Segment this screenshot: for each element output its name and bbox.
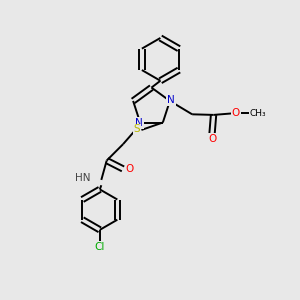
Text: S: S [134, 124, 140, 134]
Text: Cl: Cl [94, 242, 105, 252]
Text: O: O [125, 164, 134, 175]
Text: HN: HN [75, 172, 91, 182]
Text: CH₃: CH₃ [249, 109, 266, 118]
Text: O: O [232, 108, 240, 118]
Text: N: N [135, 118, 143, 128]
Text: O: O [208, 134, 216, 144]
Text: N: N [167, 95, 175, 105]
